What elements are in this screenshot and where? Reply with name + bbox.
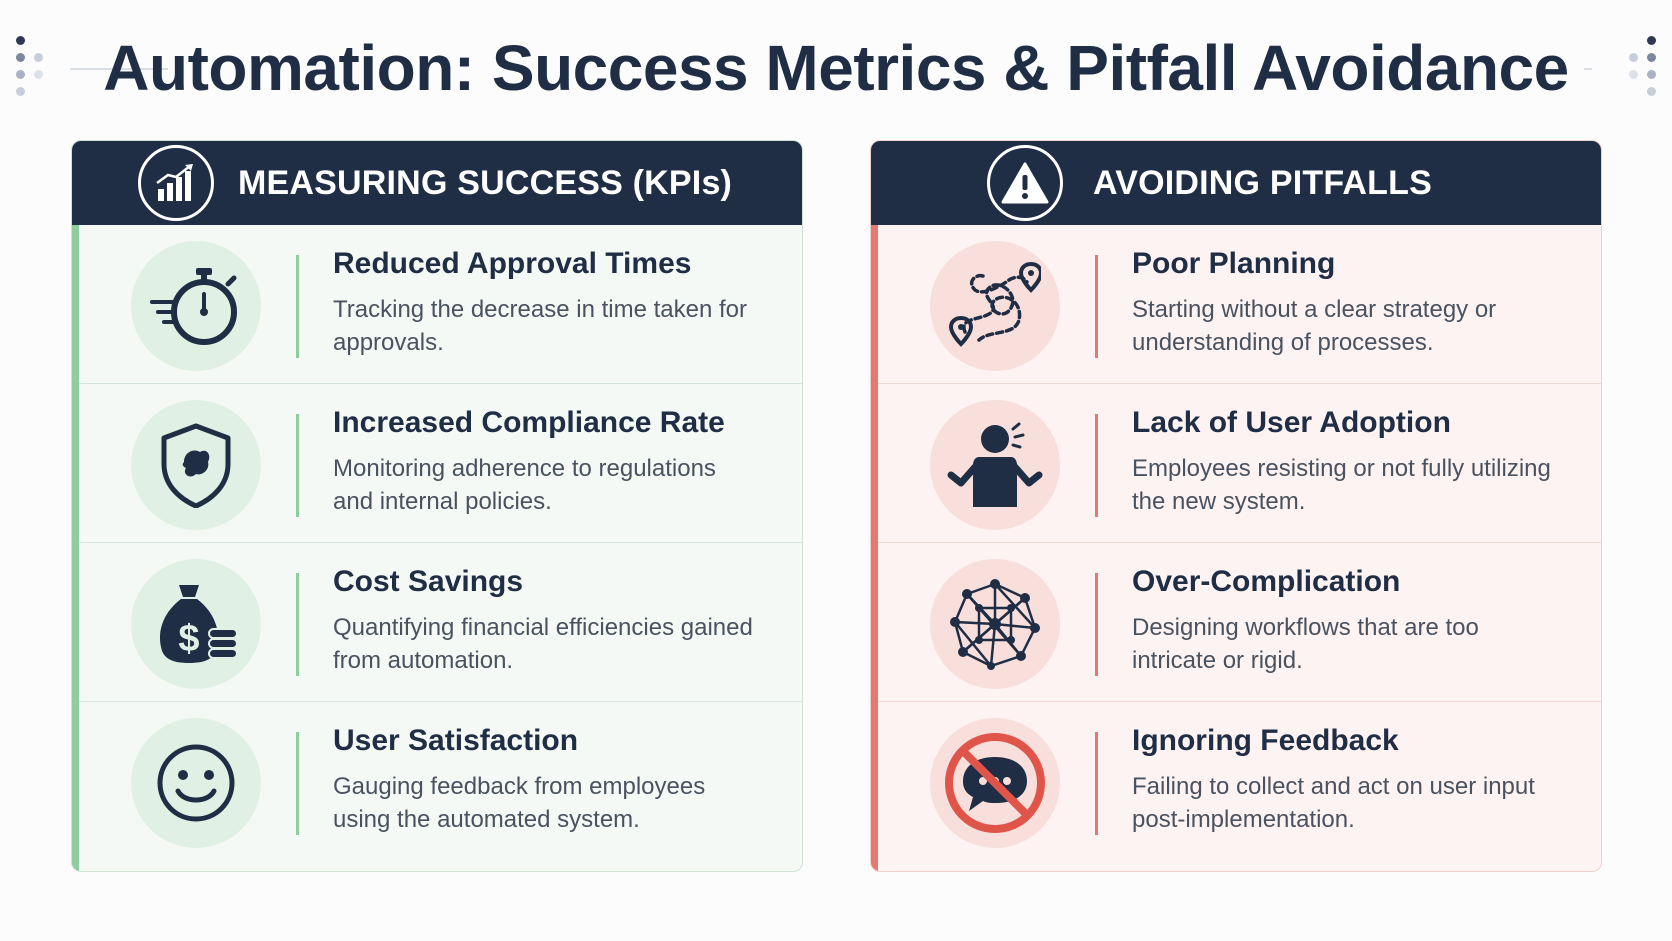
- pitfalls-panel-title: AVOIDING PITFALLS: [1093, 164, 1433, 202]
- pitfall-item-description: Designing workflows that are too intrica…: [1132, 614, 1479, 674]
- confused-person-icon: [930, 400, 1060, 530]
- pitfall-item-title: Ignoring Feedback: [1132, 724, 1399, 757]
- kpi-item-title: Increased Compliance Rate: [333, 406, 725, 439]
- pitfall-item-title: Over-Complication: [1132, 565, 1401, 598]
- kpi-panel-title: MEASURING SUCCESS (KPIs): [238, 164, 733, 202]
- pitfalls-accent-bar: [871, 225, 878, 871]
- complex-network-icon: [930, 559, 1060, 689]
- pitfall-item: Poor Planning Starting without a clear s…: [878, 225, 1601, 384]
- pitfall-item-title: Lack of User Adoption: [1132, 406, 1451, 439]
- kpi-item: Reduced Approval Times Tracking the decr…: [79, 225, 802, 384]
- kpi-item: $ Cost Savings Quantifying financial eff…: [79, 543, 802, 702]
- no-feedback-icon: [930, 718, 1060, 848]
- pitfall-item: Lack of User Adoption Employees resistin…: [878, 384, 1601, 543]
- kpi-item-description: Gauging feedback from employees using th…: [333, 773, 706, 833]
- kpi-item: User Satisfaction Gauging feedback from …: [79, 702, 802, 860]
- bar-chart-trend-icon: [138, 145, 214, 221]
- money-bag-icon: $: [131, 559, 261, 689]
- stopwatch-icon: [131, 241, 261, 371]
- kpi-accent-bar: [72, 225, 79, 871]
- pitfall-item: Ignoring Feedback Failing to collect and…: [878, 702, 1601, 860]
- kpi-item-title: User Satisfaction: [333, 724, 579, 757]
- pitfalls-panel: AVOIDING PITFALLS Poor Planning Starting…: [870, 140, 1602, 872]
- pitfalls-panel-header: AVOIDING PITFALLS: [871, 141, 1601, 225]
- smiley-face-icon: [131, 718, 261, 848]
- kpi-item: Increased Compliance Rate Monitoring adh…: [79, 384, 802, 543]
- kpi-item-title: Reduced Approval Times: [333, 247, 692, 280]
- kpi-item-title: Cost Savings: [333, 565, 524, 598]
- svg-text:$: $: [178, 618, 199, 660]
- pitfall-item-description: Employees resisting or not fully utilizi…: [1132, 455, 1551, 515]
- warning-triangle-icon: [987, 145, 1063, 221]
- title-rule-right: [1584, 68, 1592, 70]
- tangled-route-icon: [930, 241, 1060, 371]
- page-title: Automation: Success Metrics & Pitfall Av…: [103, 32, 1569, 104]
- pitfall-item: Over-Complication Designing workflows th…: [878, 543, 1601, 702]
- pitfall-item-description: Starting without a clear strategy or und…: [1132, 296, 1497, 356]
- shield-icon: [131, 400, 261, 530]
- kpi-item-description: Quantifying financial efficiencies gaine…: [333, 614, 753, 674]
- kpi-item-description: Tracking the decrease in time taken for …: [333, 296, 747, 356]
- title-rule-left: [70, 68, 168, 70]
- kpi-item-description: Monitoring adherence to regulations and …: [333, 455, 716, 515]
- pitfall-item-description: Failing to collect and act on user input…: [1132, 773, 1535, 833]
- kpi-panel: MEASURING SUCCESS (KPIs) Reduced Approva…: [71, 140, 803, 872]
- kpi-panel-header: MEASURING SUCCESS (KPIs): [72, 141, 802, 225]
- pitfall-item-title: Poor Planning: [1132, 247, 1336, 280]
